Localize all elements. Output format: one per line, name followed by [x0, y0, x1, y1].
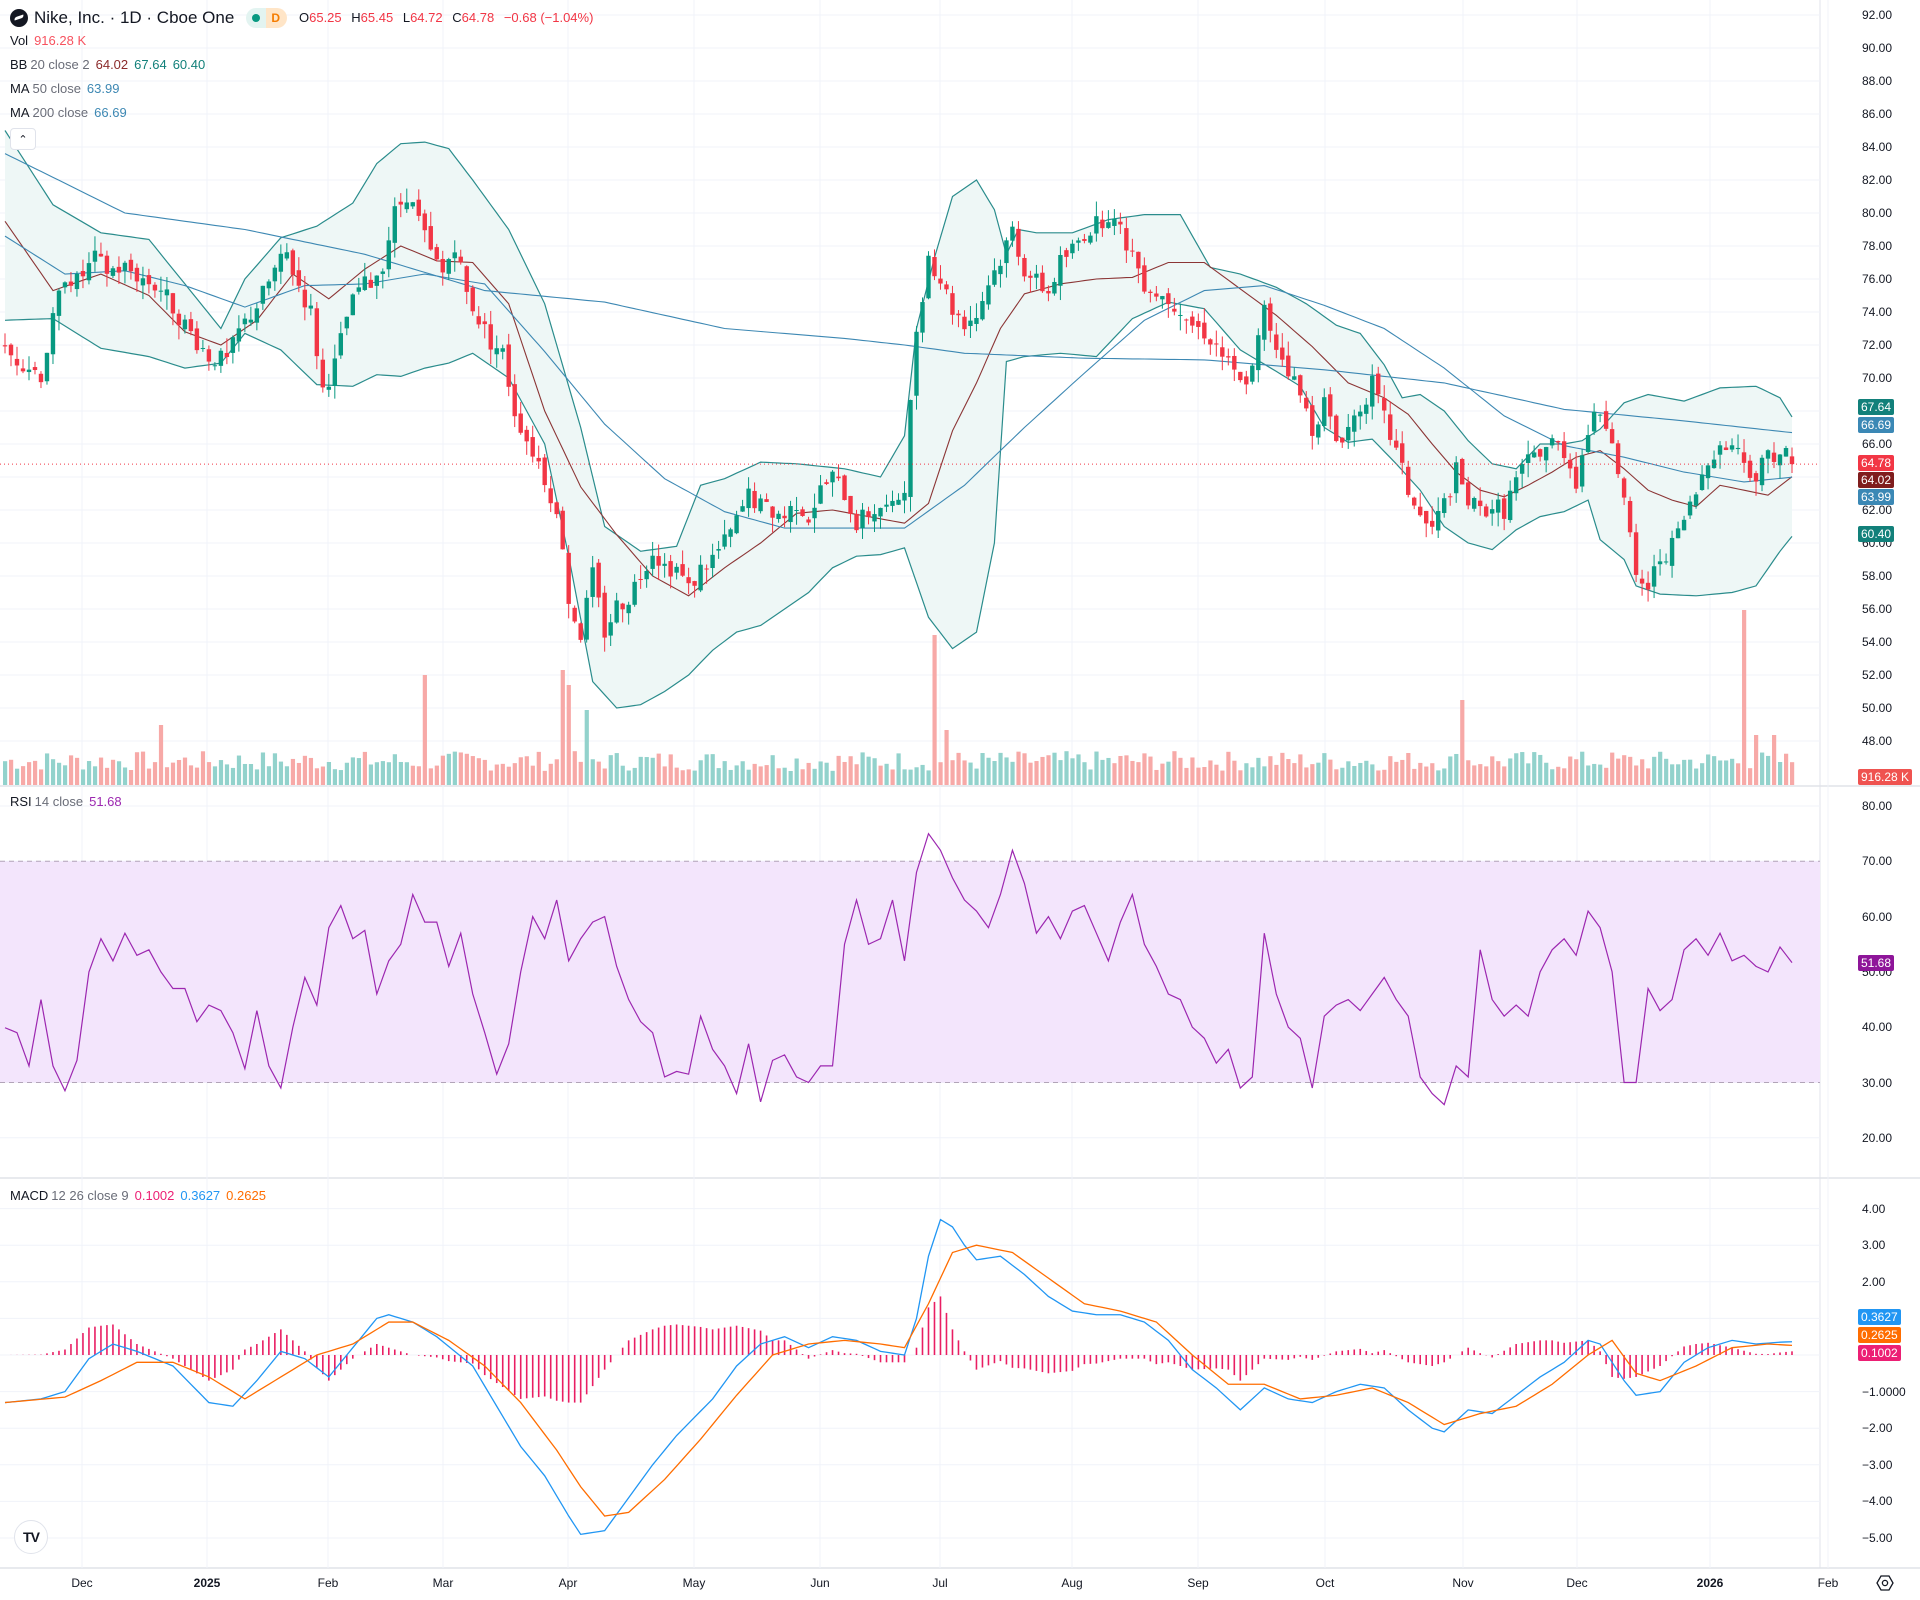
macd-axis-label: −5.00	[1862, 1531, 1893, 1545]
price-axis-label: 88.00	[1862, 74, 1893, 88]
chevron-up-icon: ⌃	[18, 133, 28, 146]
time-axis-label: Dec	[71, 1576, 93, 1590]
price-tag: 64.78	[1858, 455, 1895, 471]
rsi-axis-label: 60.00	[1862, 909, 1893, 924]
price-axis-label: 62.00	[1862, 503, 1893, 517]
price-tag: 63.99	[1858, 489, 1895, 505]
bb-basis-value: 64.02	[95, 57, 129, 72]
macd-axis-label: −3.00	[1862, 1457, 1893, 1472]
ma50-value: 63.99	[86, 81, 120, 96]
macd-tag: 0.2625	[1858, 1327, 1901, 1343]
time-axis-label: 2026	[1696, 1576, 1724, 1590]
price-axis-label: 74.00	[1862, 305, 1893, 319]
delayed-data-badge: D	[266, 8, 287, 28]
price-axis-label: 78.00	[1862, 239, 1893, 253]
bollinger-legend[interactable]: BB 20 close 2 64.02 67.64 60.40	[10, 57, 206, 72]
rsi-axis-label: 30.00	[1862, 1075, 1893, 1090]
price-axis-label: 54.00	[1862, 635, 1893, 649]
time-axis-label: 2025	[193, 1576, 221, 1590]
ma50-legend[interactable]: MA 50 close 63.99	[10, 81, 120, 96]
volume-tag: 916.28 K	[1858, 769, 1913, 785]
ohlc-values: O65.25 H65.45 L64.72 C64.78 −0.68 (−1.04…	[298, 10, 594, 25]
market-open-dot-icon	[246, 8, 267, 28]
macd-line-value: 0.3627	[180, 1188, 221, 1203]
macd-axis-label: −4.00	[1862, 1494, 1893, 1509]
bb-upper-value: 67.64	[134, 57, 167, 72]
price-axis-label: 86.00	[1862, 107, 1893, 121]
settings-icon	[1876, 1575, 1894, 1591]
price-tag: 66.69	[1858, 417, 1895, 433]
time-axis-label: May	[682, 1576, 706, 1590]
tradingview-logo[interactable]: TV	[14, 1520, 48, 1554]
macd-axis-label: 3.00	[1862, 1238, 1886, 1253]
price-axis-label: 80.00	[1862, 206, 1893, 220]
rsi-axis-label: 20.00	[1862, 1130, 1893, 1145]
price-axis-label: 76.00	[1862, 272, 1893, 286]
time-axis-label: Aug	[1061, 1576, 1083, 1590]
price-axis-label: 48.00	[1862, 734, 1893, 748]
price-axis-label: 52.00	[1862, 668, 1893, 682]
time-axis-label: Oct	[1315, 1576, 1335, 1590]
rsi-axis-label: 80.00	[1862, 799, 1893, 813]
macd-axis-label: 2.00	[1862, 1274, 1886, 1289]
price-tag: 64.02	[1858, 472, 1895, 488]
symbol-header[interactable]: Nike, Inc. · 1D · Cboe One D O65.25 H65.…	[10, 8, 599, 28]
collapse-legend-button[interactable]: ⌃	[10, 128, 36, 150]
time-axis-label: Sep	[1187, 1576, 1209, 1590]
market-status-badge[interactable]: D	[246, 8, 287, 28]
time-axis-label: Nov	[1452, 1576, 1474, 1590]
macd-legend[interactable]: MACD 12 26 close 9 0.1002 0.3627 0.2625	[10, 1188, 266, 1203]
macd-axis-label: −1.0000	[1862, 1384, 1906, 1399]
price-axis-label: 82.00	[1862, 173, 1893, 187]
rsi-value: 51.68	[89, 794, 122, 809]
price-change: −0.68 (−1.04%)	[503, 10, 594, 25]
rsi-axis-label: 70.00	[1862, 854, 1893, 869]
price-axis-label: 90.00	[1862, 41, 1893, 55]
nike-logo-icon	[10, 9, 28, 27]
macd-tag: 0.1002	[1858, 1345, 1901, 1361]
price-axis-label: 72.00	[1862, 338, 1893, 352]
price-axis-label: 70.00	[1862, 371, 1893, 385]
time-axis-label: Mar	[432, 1576, 454, 1590]
price-tag: 67.64	[1858, 399, 1895, 415]
time-axis-label: Feb	[317, 1576, 339, 1590]
price-axis-label: 92.00	[1862, 8, 1893, 22]
time-axis-label: Jun	[810, 1576, 830, 1590]
bb-lower-value: 60.40	[172, 57, 206, 72]
macd-signal-value: 0.2625	[226, 1188, 266, 1203]
price-tag: 60.40	[1858, 526, 1895, 542]
time-axis-label: Feb	[1817, 1576, 1839, 1590]
symbol-title[interactable]: Nike, Inc. · 1D · Cboe One	[34, 8, 235, 27]
price-axis-label: 58.00	[1862, 569, 1893, 583]
rsi-tag: 51.68	[1858, 955, 1895, 971]
price-axis-label: 56.00	[1862, 602, 1893, 616]
bollinger-band-fill	[5, 130, 1792, 708]
price-axis-label: 84.00	[1862, 140, 1893, 154]
tradingview-logo-icon: TV	[23, 1529, 40, 1545]
time-axis-label: Dec	[1566, 1576, 1588, 1590]
macd-tag: 0.3627	[1858, 1309, 1901, 1325]
volume-legend[interactable]: Vol 916.28 K	[10, 33, 87, 48]
time-axis-label: Apr	[558, 1576, 578, 1590]
time-axis-label: Jul	[932, 1576, 948, 1590]
rsi-axis-label: 40.00	[1862, 1020, 1893, 1035]
volume-value: 916.28 K	[34, 33, 87, 48]
chart-settings-button[interactable]	[1876, 1574, 1894, 1592]
price-axis-label: 50.00	[1862, 701, 1893, 715]
ma200-value: 66.69	[94, 105, 127, 120]
price-axis-label: 66.00	[1862, 437, 1893, 451]
macd-axis-label: −2.00	[1862, 1421, 1893, 1436]
macd-axis-label: 4.00	[1862, 1201, 1886, 1216]
macd-hist-value: 0.1002	[134, 1188, 175, 1203]
ma200-legend[interactable]: MA 200 close 66.69	[10, 105, 127, 120]
rsi-legend[interactable]: RSI 14 close 51.68	[10, 794, 122, 809]
